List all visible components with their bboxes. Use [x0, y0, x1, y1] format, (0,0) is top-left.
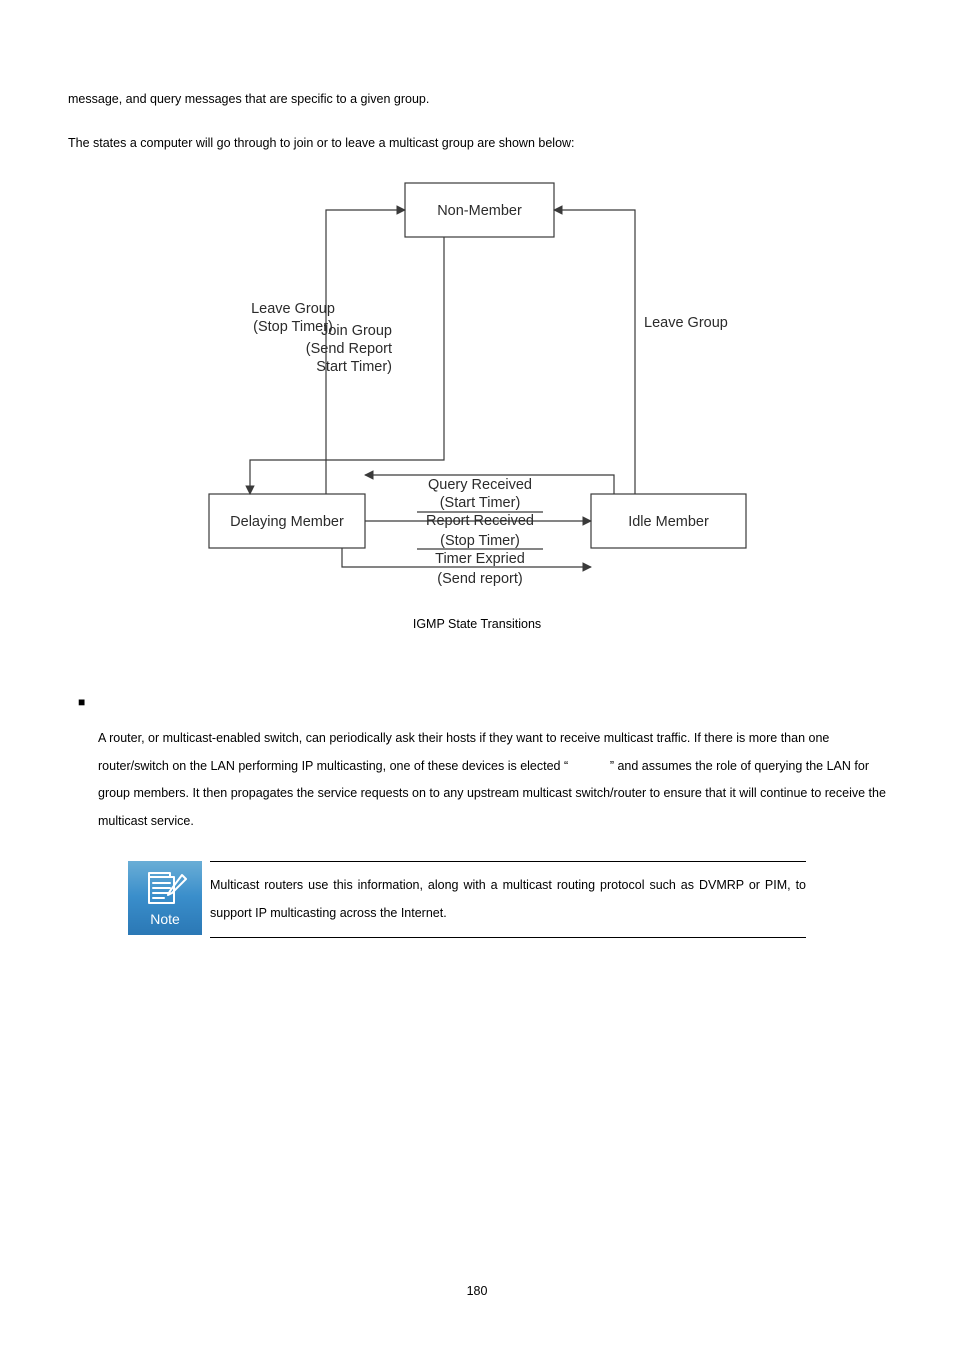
- label-join-group-3: Start Timer): [316, 359, 392, 375]
- note-block: Note Multicast routers use this informat…: [128, 861, 886, 938]
- note-rule-bottom: [210, 937, 806, 938]
- label-leave-stop-1: Leave Group: [251, 301, 335, 317]
- bullet-marker: ■: [78, 695, 886, 709]
- note-text: Multicast routers use this information, …: [210, 872, 806, 927]
- label-report-1: Report Received: [426, 513, 534, 529]
- note-rule-top: [210, 861, 806, 862]
- section-paragraph: A router, or multicast-enabled switch, c…: [98, 725, 886, 835]
- label-query-2: (Start Timer): [440, 495, 521, 511]
- note-icon-label: Note: [150, 911, 180, 927]
- intro-paragraph-1: message, and query messages that are spe…: [68, 86, 886, 114]
- edge-leave-group: [554, 210, 635, 494]
- idle-member-label: Idle Member: [628, 514, 709, 530]
- delaying-member-label: Delaying Member: [230, 514, 344, 530]
- label-leave-stop-2: (Stop Timer): [253, 319, 333, 335]
- non-member-label: Non-Member: [437, 203, 522, 219]
- note-icon: Note: [128, 861, 202, 935]
- label-query-1: Query Received: [428, 477, 532, 493]
- label-join-group-2: (Send Report: [306, 341, 392, 357]
- label-timer-2: (Send report): [437, 571, 522, 587]
- diagram-caption: IGMP State Transitions: [68, 617, 886, 631]
- state-diagram: Non-Member Delaying Member Idle Member J…: [68, 173, 886, 611]
- label-report-2: (Stop Timer): [440, 533, 520, 549]
- label-leave-1: Leave Group: [644, 315, 728, 331]
- page-number: 180: [0, 1284, 954, 1298]
- label-timer-1: Timer Expried: [435, 551, 525, 567]
- intro-paragraph-2: The states a computer will go through to…: [68, 130, 886, 158]
